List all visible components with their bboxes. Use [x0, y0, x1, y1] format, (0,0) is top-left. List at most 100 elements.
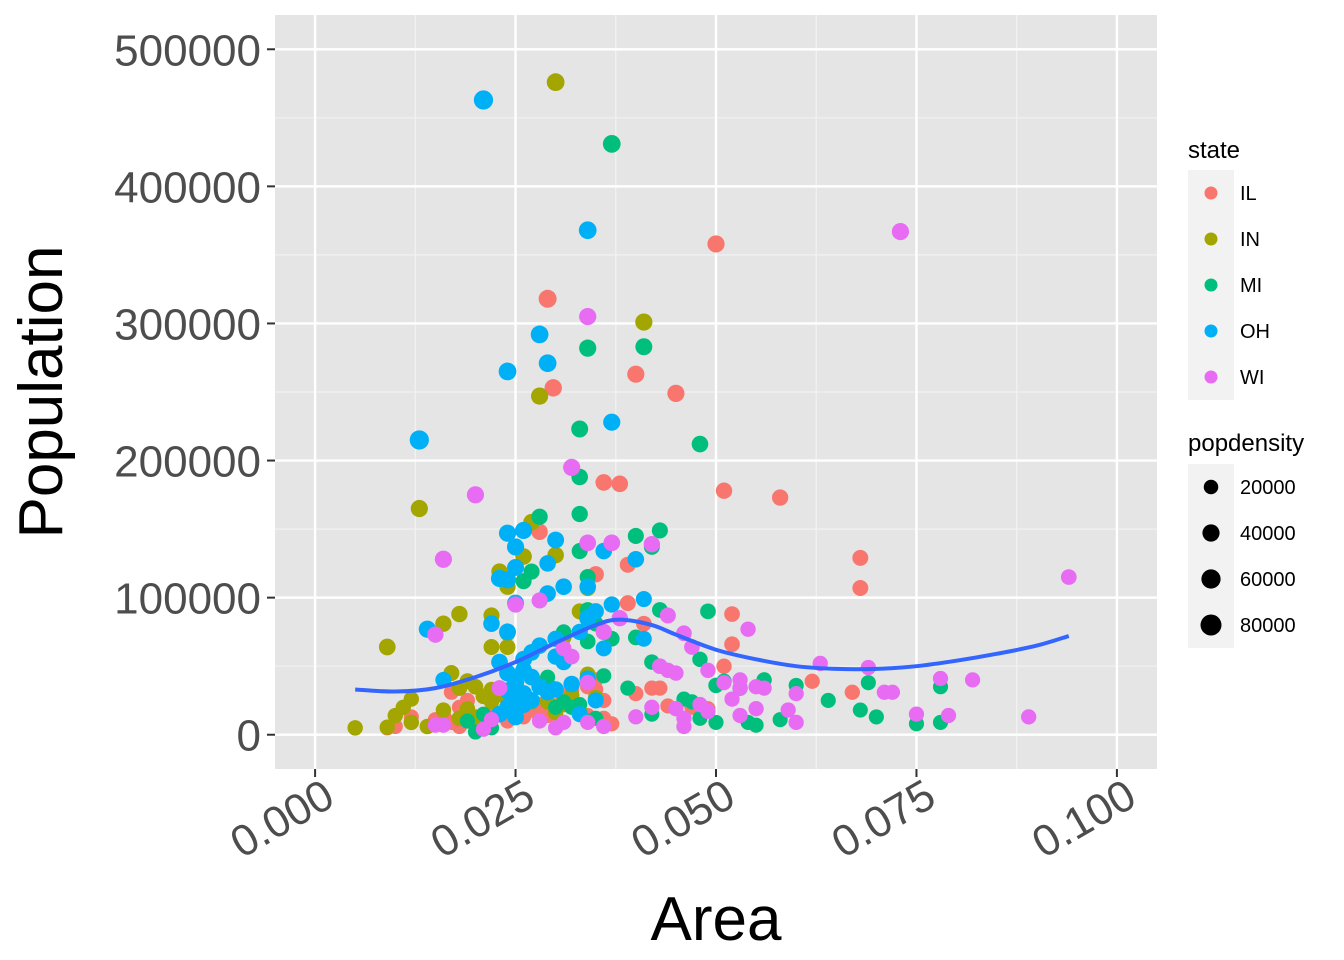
data-point-wi — [940, 707, 957, 724]
data-point-oh — [498, 362, 517, 381]
data-point-in — [435, 702, 452, 718]
data-point-oh — [635, 590, 652, 608]
data-point-mi — [579, 339, 597, 357]
data-point-in — [379, 719, 395, 735]
size-legend-label: 60000 — [1240, 569, 1296, 591]
data-point-wi — [491, 680, 508, 697]
data-point-mi — [651, 522, 668, 539]
data-point-wi — [579, 534, 597, 552]
data-point-il — [619, 595, 636, 612]
data-points — [347, 73, 1077, 740]
data-point-il — [595, 474, 613, 491]
data-point-in — [483, 639, 500, 655]
data-point-wi — [700, 662, 716, 679]
legend-label-in: IN — [1240, 229, 1260, 251]
data-point-mi — [620, 680, 636, 696]
x-tick-label: 0.100 — [1024, 770, 1144, 867]
data-point-oh — [507, 558, 525, 576]
data-point-oh — [547, 531, 565, 549]
color-legend: state IL IN MI OH WI — [1188, 137, 1270, 400]
legend-key-il — [1204, 186, 1218, 200]
data-point-il — [538, 289, 557, 308]
data-point-il — [611, 475, 629, 493]
data-point-wi — [724, 691, 740, 707]
x-tick-label: 0.075 — [824, 770, 944, 867]
data-point-mi — [602, 134, 621, 153]
data-point-wi — [507, 596, 524, 613]
size-legend-label: 80000 — [1240, 615, 1296, 637]
data-point-oh — [523, 668, 540, 686]
data-point-wi — [644, 699, 660, 715]
y-tick-label: 500000 — [114, 26, 261, 75]
legend-key-oh — [1204, 324, 1218, 338]
size-key-dot — [1201, 569, 1221, 589]
data-point-oh — [635, 630, 652, 647]
data-point-oh — [579, 578, 597, 595]
data-point-mi — [635, 338, 653, 356]
data-point-wi — [788, 714, 804, 731]
data-point-wi — [891, 223, 910, 241]
legend-label-il: IL — [1240, 183, 1257, 205]
data-point-oh — [530, 325, 549, 344]
data-point-oh — [506, 538, 525, 556]
data-point-mi — [868, 709, 884, 725]
legend-key-wi — [1204, 370, 1218, 384]
data-point-il — [852, 549, 869, 566]
data-point-mi — [691, 435, 709, 453]
data-point-in — [347, 720, 363, 736]
x-tick-label: 0.025 — [423, 770, 543, 867]
data-point-oh — [603, 596, 620, 613]
data-point-il — [544, 379, 562, 397]
x-axis-ticks: 0.000 0.025 0.050 0.075 0.100 — [222, 769, 1144, 868]
data-point-il — [724, 636, 740, 653]
data-point-wi — [531, 592, 548, 609]
legend-key-mi — [1204, 278, 1218, 292]
data-point-il — [627, 365, 645, 383]
y-tick-label: 0 — [237, 712, 261, 761]
data-point-oh — [563, 675, 580, 693]
data-point-mi — [571, 420, 589, 438]
size-legend-label: 20000 — [1240, 477, 1296, 499]
data-point-in — [635, 313, 653, 331]
y-tick-label: 100000 — [114, 575, 261, 624]
data-point-oh — [587, 692, 604, 709]
size-legend-title: popdensity — [1188, 430, 1304, 457]
data-point-il — [852, 580, 869, 597]
data-point-in — [410, 499, 428, 518]
data-point-mi — [459, 713, 475, 729]
size-legend-label: 40000 — [1240, 523, 1296, 545]
data-point-wi — [579, 674, 596, 691]
data-point-wi — [548, 720, 564, 736]
data-point-wi — [732, 680, 748, 696]
data-point-wi — [434, 550, 452, 568]
data-point-oh — [483, 615, 500, 632]
data-point-mi — [596, 668, 612, 684]
data-point-oh — [498, 524, 517, 542]
y-tick-label: 300000 — [114, 300, 261, 349]
data-point-mi — [692, 651, 708, 668]
grid-major — [275, 15, 1157, 769]
data-point-il — [771, 489, 789, 506]
data-point-wi — [748, 701, 764, 717]
data-point-mi — [708, 714, 724, 730]
data-point-oh — [499, 623, 517, 641]
data-point-wi — [700, 703, 716, 720]
size-key-dot — [1203, 479, 1219, 495]
size-key-dot — [1202, 524, 1220, 542]
data-point-wi — [596, 718, 612, 735]
data-point-wi — [788, 685, 804, 702]
data-point-wi — [466, 486, 485, 504]
smooth-line-path — [355, 617, 1070, 694]
data-point-in — [546, 73, 565, 92]
x-tick-label: 0.000 — [222, 770, 342, 867]
y-tick-label: 400000 — [114, 163, 261, 212]
data-point-il — [804, 673, 820, 689]
data-point-in — [387, 707, 403, 724]
color-legend-title: state — [1188, 137, 1240, 164]
data-point-wi — [563, 458, 581, 476]
data-point-mi — [531, 508, 548, 525]
size-legend: popdensity 20000 40000 60000 80000 — [1188, 430, 1304, 648]
data-point-wi — [531, 713, 548, 729]
data-point-il — [667, 384, 685, 402]
